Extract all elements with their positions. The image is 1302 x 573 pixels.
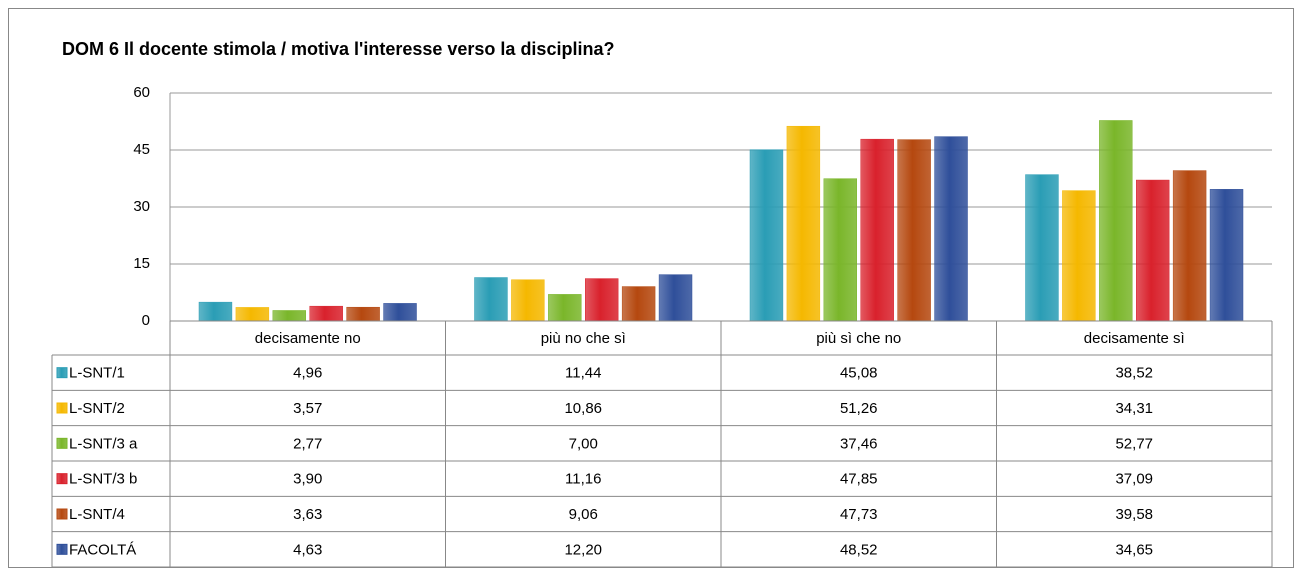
bar bbox=[585, 278, 619, 322]
legend-key bbox=[56, 473, 68, 485]
legend-label: FACOLTÁ bbox=[69, 541, 136, 558]
table-value: 4,63 bbox=[293, 541, 322, 558]
bar bbox=[934, 136, 968, 322]
table-value: 47,85 bbox=[840, 471, 878, 488]
y-tick-label: 30 bbox=[133, 198, 150, 215]
y-tick-label: 45 bbox=[133, 141, 150, 158]
table-value: 45,08 bbox=[840, 365, 878, 382]
bar bbox=[1025, 174, 1059, 322]
table-value: 34,31 bbox=[1115, 400, 1153, 417]
bar bbox=[235, 307, 270, 322]
bar bbox=[383, 303, 417, 322]
bar bbox=[749, 149, 784, 322]
y-tick-label: 60 bbox=[133, 84, 150, 101]
legend-label: L-SNT/3 b bbox=[69, 471, 137, 488]
legend-key bbox=[56, 508, 68, 520]
table-value: 47,73 bbox=[840, 506, 878, 523]
bar bbox=[621, 286, 656, 322]
table-value: 3,90 bbox=[293, 471, 322, 488]
table-value: 52,77 bbox=[1115, 435, 1153, 452]
table-value: 10,86 bbox=[564, 400, 602, 417]
bar bbox=[548, 294, 582, 322]
table-value: 7,00 bbox=[569, 435, 598, 452]
table-value: 38,52 bbox=[1115, 365, 1153, 382]
bar bbox=[511, 279, 545, 322]
legend-label: L-SNT/3 a bbox=[69, 435, 138, 452]
table-value: 48,52 bbox=[840, 541, 878, 558]
x-tick-label: più sì che no bbox=[816, 330, 901, 347]
legend-key bbox=[56, 367, 68, 379]
table-value: 11,44 bbox=[565, 365, 601, 382]
x-tick-label: più no che sì bbox=[541, 330, 626, 347]
legend-key bbox=[56, 402, 68, 414]
legend-label: L-SNT/4 bbox=[69, 506, 125, 523]
x-tick-label: decisamente sì bbox=[1084, 330, 1185, 347]
table-value: 4,96 bbox=[293, 365, 322, 382]
bar bbox=[272, 310, 307, 322]
table-value: 3,63 bbox=[293, 506, 322, 523]
y-tick-label: 0 bbox=[142, 312, 150, 329]
table-value: 51,26 bbox=[840, 400, 878, 417]
bar bbox=[1172, 170, 1207, 322]
table-value: 9,06 bbox=[569, 506, 598, 523]
bar bbox=[823, 178, 857, 322]
y-tick-label: 15 bbox=[133, 255, 150, 272]
bar bbox=[860, 138, 894, 322]
bar bbox=[346, 306, 380, 322]
x-tick-label: decisamente no bbox=[255, 330, 361, 347]
bar bbox=[1136, 179, 1170, 322]
table-value: 11,16 bbox=[565, 471, 601, 488]
bar bbox=[309, 305, 343, 322]
chart-title: DOM 6 Il docente stimola / motiva l'inte… bbox=[62, 39, 614, 59]
legend-key bbox=[56, 543, 68, 555]
legend-label: L-SNT/2 bbox=[69, 400, 125, 417]
bar bbox=[198, 301, 233, 322]
bar bbox=[786, 125, 821, 322]
table-value: 37,46 bbox=[840, 435, 878, 452]
bar bbox=[1099, 120, 1133, 322]
bar bbox=[1062, 190, 1096, 322]
bar bbox=[474, 277, 508, 322]
table-value: 2,77 bbox=[293, 435, 322, 452]
bar bbox=[1209, 189, 1244, 322]
table-value: 3,57 bbox=[293, 400, 322, 417]
table-value: 37,09 bbox=[1115, 471, 1153, 488]
table-value: 39,58 bbox=[1115, 506, 1153, 523]
table-value: 34,65 bbox=[1115, 541, 1153, 558]
bar bbox=[658, 274, 693, 322]
legend-key bbox=[56, 437, 68, 449]
table-value: 12,20 bbox=[564, 541, 602, 558]
bar bbox=[897, 139, 931, 322]
legend-label: L-SNT/1 bbox=[69, 365, 125, 382]
